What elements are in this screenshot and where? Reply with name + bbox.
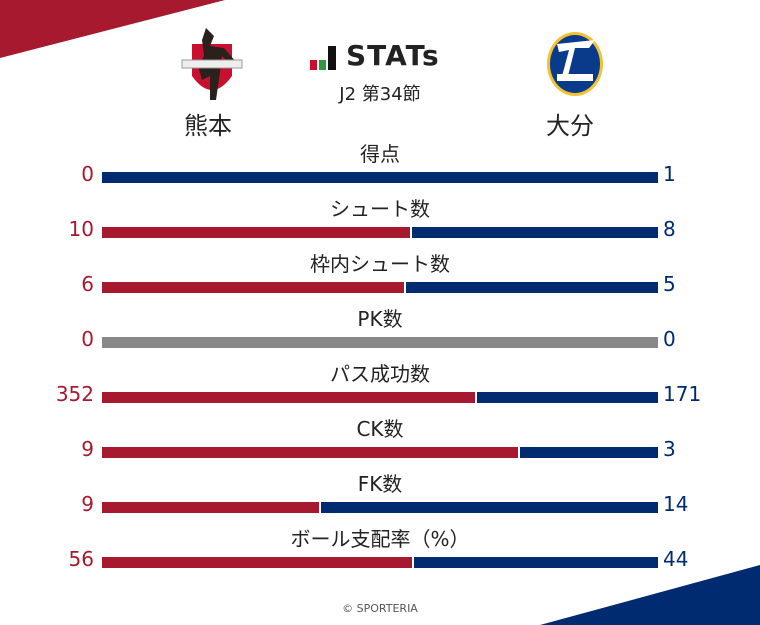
away-bar	[520, 447, 658, 458]
stat-label: シュート数	[330, 197, 430, 221]
away-bar	[321, 502, 658, 513]
home-value: 6	[81, 272, 94, 296]
away-team-name: 大分	[546, 112, 594, 140]
home-bar	[102, 447, 518, 458]
home-value: 0	[81, 327, 94, 351]
credit: © SPORTERIA	[342, 602, 418, 615]
stat-row: 得点 0 1	[0, 142, 760, 207]
away-bar	[406, 282, 658, 293]
stat-label: 枠内シュート数	[310, 252, 450, 276]
home-team-logo	[181, 28, 243, 100]
stat-bar	[102, 227, 658, 238]
stat-label: CK数	[356, 417, 404, 441]
stat-bar	[102, 282, 658, 293]
home-value: 9	[81, 437, 94, 461]
stat-label: パス成功数	[330, 362, 430, 386]
away-bar	[477, 392, 658, 403]
home-bar	[102, 227, 410, 238]
home-value: 0	[81, 162, 94, 186]
home-value: 56	[68, 547, 94, 571]
title-text: STATs	[346, 39, 440, 72]
stat-label: FK数	[357, 472, 403, 496]
stats-bars-icon	[310, 46, 336, 70]
stat-label: 得点	[360, 142, 400, 166]
away-value: 171	[663, 382, 702, 406]
decor-triangle-home	[0, 0, 225, 58]
home-bar	[102, 282, 404, 293]
stat-row: FK数 9 14	[0, 472, 760, 537]
away-bar	[102, 172, 658, 183]
home-value: 10	[68, 217, 94, 241]
away-value: 8	[663, 217, 676, 241]
home-bar	[102, 502, 319, 513]
stats-title: STATs	[310, 42, 440, 70]
stat-bar	[102, 447, 658, 458]
stat-bar	[102, 392, 658, 403]
stat-row: シュート数 10 8	[0, 197, 760, 262]
away-bar	[414, 557, 658, 568]
stat-row: パス成功数 352 171	[0, 362, 760, 427]
away-value: 44	[663, 547, 689, 571]
stat-row: PK数 0 0	[0, 307, 760, 372]
home-team-name: 熊本	[184, 112, 232, 140]
stat-bar	[102, 502, 658, 513]
away-value: 0	[663, 327, 676, 351]
decor-triangle-away	[540, 565, 760, 625]
stat-label: PK数	[357, 307, 403, 331]
home-value: 352	[55, 382, 94, 406]
away-value: 14	[663, 492, 689, 516]
neutral-bar	[102, 337, 658, 348]
away-value: 3	[663, 437, 676, 461]
stat-row: CK数 9 3	[0, 417, 760, 482]
stat-bar	[102, 557, 658, 568]
home-value: 9	[81, 492, 94, 516]
home-bar	[102, 557, 412, 568]
stat-row: 枠内シュート数 6 5	[0, 252, 760, 317]
away-team-logo	[547, 32, 603, 96]
stat-row: ボール支配率（%） 56 44	[0, 527, 760, 592]
away-bar	[412, 227, 658, 238]
away-value: 5	[663, 272, 676, 296]
stat-label: ボール支配率（%）	[290, 527, 470, 551]
match-round: J2 第34節	[339, 84, 421, 105]
stat-bar	[102, 337, 658, 348]
away-value: 1	[663, 162, 676, 186]
stat-bar	[102, 172, 658, 183]
home-bar	[102, 392, 475, 403]
